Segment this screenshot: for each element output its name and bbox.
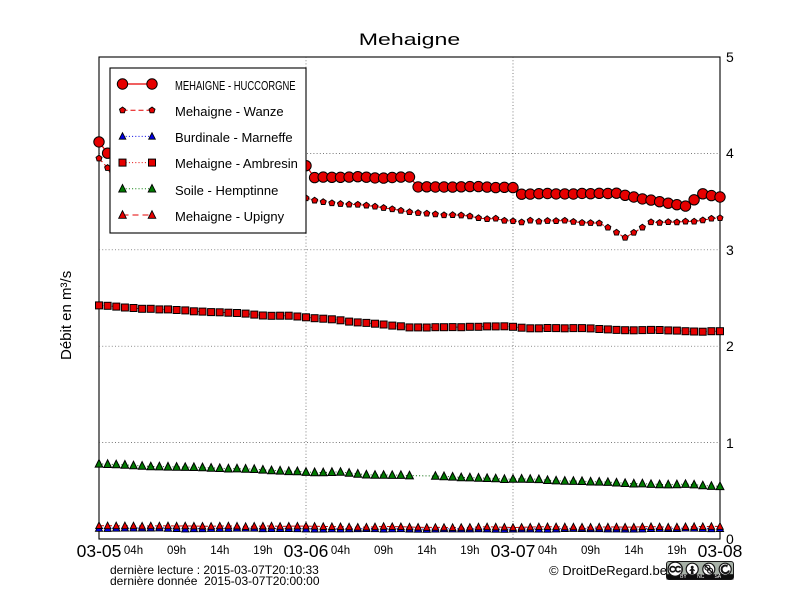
- svg-text:NC: NC: [697, 574, 705, 580]
- svg-text:BY: BY: [680, 574, 687, 580]
- svg-text:SA: SA: [714, 574, 721, 580]
